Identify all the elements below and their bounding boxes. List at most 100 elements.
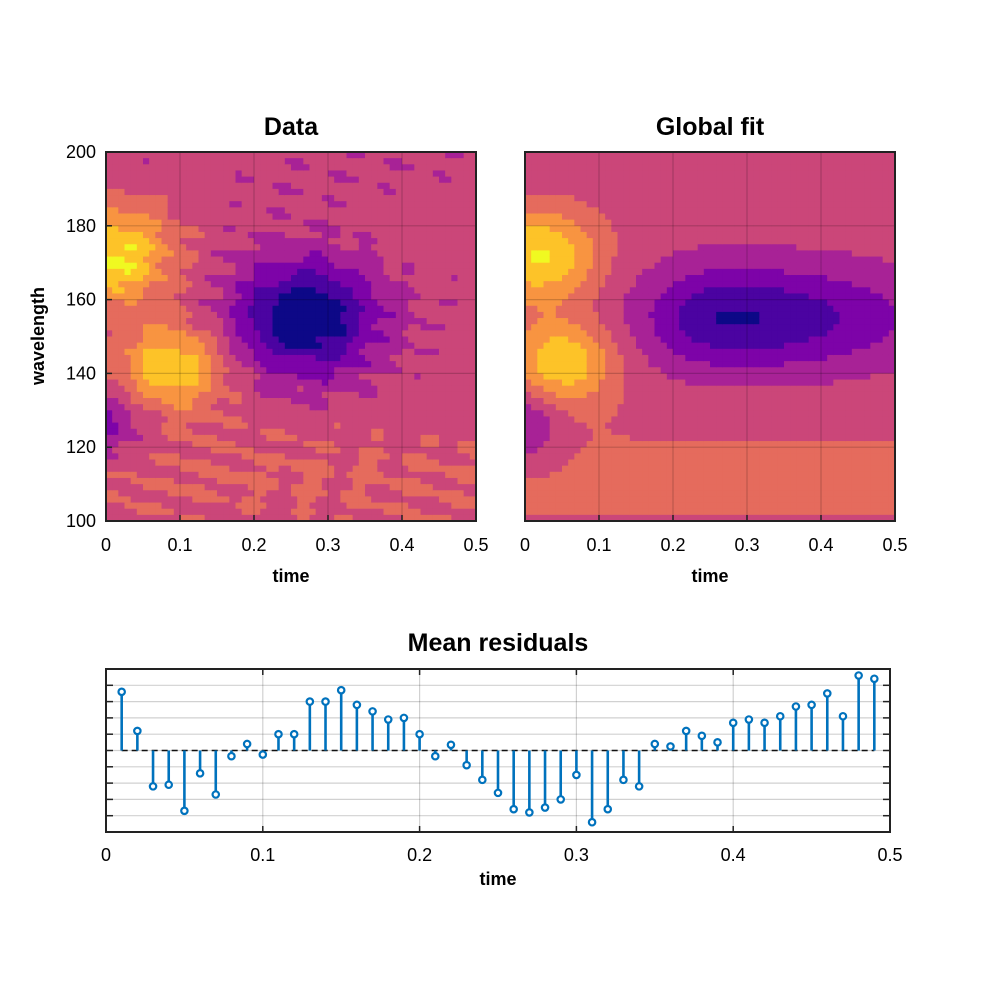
data-heatmap-cell xyxy=(297,354,304,362)
global-fit-heatmap-cell xyxy=(555,354,563,362)
global-fit-heatmap-cell xyxy=(586,336,594,344)
global-fit-heatmap-cell xyxy=(636,416,643,424)
data-heatmap-cell xyxy=(272,188,280,196)
global-fit-heatmap-cell xyxy=(654,170,662,178)
data-heatmap-cell xyxy=(124,453,132,461)
data-heatmap-cell xyxy=(180,453,187,461)
data-heatmap-cell xyxy=(352,471,360,479)
data-heatmap-cell xyxy=(315,250,323,258)
data-heatmap-cell xyxy=(266,453,274,461)
data-heatmap-cell xyxy=(155,176,163,184)
data-heatmap-cell xyxy=(291,188,298,196)
data-heatmap-cell xyxy=(118,256,126,264)
data-heatmap-cell xyxy=(223,287,230,295)
data-heatmap-cell xyxy=(266,158,274,165)
data-heatmap-cell xyxy=(457,410,465,418)
data-heatmap-cell xyxy=(334,318,341,325)
global-fit-heatmap-cell xyxy=(642,422,649,430)
data-heatmap-cell xyxy=(457,490,465,497)
data-heatmap-cell xyxy=(180,324,187,331)
data-heatmap-cell xyxy=(192,152,200,159)
data-heatmap-cell xyxy=(167,422,175,430)
data-heatmap-cell xyxy=(321,176,329,184)
data-heatmap-cell xyxy=(358,336,366,344)
data-heatmap-cell xyxy=(278,176,286,184)
data-heatmap-cell xyxy=(439,293,446,301)
data-heatmap-cell xyxy=(420,281,428,288)
data-heatmap-cell xyxy=(167,354,175,362)
data-heatmap-cell xyxy=(402,484,409,491)
global-fit-heatmap-cell xyxy=(562,238,569,245)
global-fit-heatmap-cell xyxy=(648,422,656,430)
global-fit-heatmap-cell xyxy=(549,416,557,424)
data-heatmap-cell xyxy=(383,416,391,424)
global-fit-heatmap-cell xyxy=(592,459,600,467)
global-fit-heatmap-cell xyxy=(660,336,668,344)
global-fit-heatmap-cell xyxy=(568,287,575,295)
data-heatmap-cell xyxy=(457,391,465,399)
data-heatmap-cell xyxy=(346,471,354,479)
data-heatmap-cell xyxy=(278,391,286,399)
data-heatmap-cell xyxy=(118,428,126,436)
data-heatmap-cell xyxy=(173,256,181,264)
global-fit-heatmap-cell xyxy=(654,311,662,319)
data-heatmap-cell xyxy=(445,398,452,405)
data-heatmap-cell xyxy=(192,484,200,491)
global-fit-heatmap-cell xyxy=(586,508,594,516)
data-heatmap-cell xyxy=(136,465,144,473)
data-heatmap-cell xyxy=(186,287,193,295)
global-fit-heatmap-cell xyxy=(599,170,606,178)
data-heatmap-cell xyxy=(223,416,230,424)
global-fit-heatmap-cell xyxy=(549,318,557,325)
data-heatmap-cell xyxy=(161,201,169,208)
data-heatmap-cell xyxy=(395,152,403,159)
data-heatmap-cell xyxy=(328,275,335,282)
global-fit-heatmap-cell xyxy=(654,188,662,196)
data-heatmap-cell xyxy=(254,398,261,405)
data-heatmap-cell xyxy=(402,471,409,479)
global-fit-heatmap-cell xyxy=(648,361,656,368)
data-heatmap-cell xyxy=(420,459,428,467)
global-fit-heatmap-cell xyxy=(654,484,662,491)
data-heatmap-cell xyxy=(377,207,385,215)
data-heatmap-cell xyxy=(204,293,212,301)
data-heatmap-cell xyxy=(309,459,317,467)
data-heatmap-cell xyxy=(451,404,459,411)
data-heatmap-cell xyxy=(217,152,224,159)
data-heatmap-cell xyxy=(321,477,329,485)
global-fit-heatmap-cell xyxy=(531,244,538,251)
data-heatmap-cell xyxy=(192,410,200,418)
data-heatmap-cell xyxy=(414,361,422,368)
data-heatmap-cell xyxy=(445,195,452,202)
data-heatmap-cell xyxy=(167,195,175,202)
data-heatmap-cell xyxy=(303,459,311,467)
data-heatmap-cell xyxy=(463,416,471,424)
data-heatmap-cell xyxy=(334,385,341,393)
data-heatmap-cell xyxy=(402,219,409,227)
data-heatmap-cell xyxy=(439,188,446,196)
data-heatmap-cell xyxy=(383,182,391,190)
global-fit-heatmap-cell xyxy=(605,305,612,313)
data-heatmap-cell xyxy=(143,410,150,418)
data-heatmap-cell xyxy=(457,398,465,405)
data-y-axis-label: wavelength xyxy=(28,287,48,386)
global-fit-heatmap-cell xyxy=(642,287,649,295)
data-heatmap-cell xyxy=(241,373,249,381)
global-fit-heatmap-cell xyxy=(562,182,569,190)
data-heatmap-cell xyxy=(291,441,298,448)
data-heatmap-cell xyxy=(321,287,329,295)
data-heatmap-cell xyxy=(167,176,175,184)
data-heatmap-cell xyxy=(432,404,440,411)
global-fit-heatmap-cell xyxy=(611,465,619,473)
data-heatmap-cell xyxy=(124,354,132,362)
data-heatmap-cell xyxy=(155,195,163,202)
data-heatmap-cell xyxy=(303,256,311,264)
data-heatmap-cell xyxy=(106,367,113,374)
data-heatmap-cell xyxy=(426,465,434,473)
data-heatmap-cell xyxy=(112,367,119,374)
data-heatmap-cell xyxy=(272,330,280,338)
global-fit-heatmap-cell xyxy=(525,354,532,362)
data-heatmap-cell xyxy=(173,244,181,251)
data-heatmap-cell xyxy=(106,170,113,178)
global-fit-heatmap-cell xyxy=(648,225,656,233)
